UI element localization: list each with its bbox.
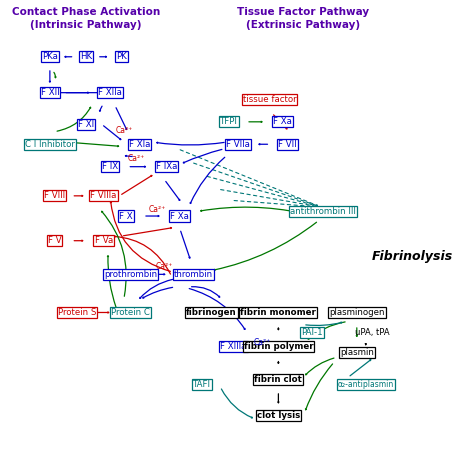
- Text: fibrin monomer: fibrin monomer: [240, 308, 316, 317]
- Text: Fibrinolysis: Fibrinolysis: [372, 250, 454, 263]
- Text: plasminogen: plasminogen: [329, 308, 384, 317]
- Text: TAFI: TAFI: [193, 380, 211, 389]
- Text: F IXa: F IXa: [155, 162, 177, 171]
- Text: Protein C: Protein C: [111, 308, 150, 317]
- Text: PAI-1: PAI-1: [301, 328, 323, 337]
- Text: HK: HK: [80, 52, 92, 61]
- Text: F X: F X: [119, 212, 133, 220]
- Text: PKa: PKa: [42, 52, 58, 61]
- Text: Ca²⁺: Ca²⁺: [149, 205, 166, 214]
- Text: F V: F V: [47, 236, 61, 245]
- Text: uPA, tPA: uPA, tPA: [355, 328, 390, 337]
- Text: Ca²⁺: Ca²⁺: [128, 154, 145, 163]
- Text: tissue factor: tissue factor: [243, 95, 296, 104]
- Text: Tissue Factor Pathway
(Extrinsic Pathway): Tissue Factor Pathway (Extrinsic Pathway…: [237, 7, 369, 30]
- Text: F VIIa: F VIIa: [226, 140, 250, 149]
- Text: F XIIa: F XIIa: [99, 88, 122, 97]
- Text: thrombin: thrombin: [173, 270, 213, 279]
- Text: PK: PK: [116, 52, 127, 61]
- Text: Ca²⁺: Ca²⁺: [155, 262, 173, 271]
- Text: F XIa: F XIa: [129, 140, 150, 149]
- Text: F VIIIa: F VIIIa: [91, 191, 117, 200]
- Text: fibrin polymer: fibrin polymer: [244, 342, 313, 351]
- Text: F XI: F XI: [78, 120, 94, 129]
- Text: F Xa: F Xa: [273, 117, 292, 126]
- Text: clot lysis: clot lysis: [257, 411, 300, 420]
- Text: C I Inhibitor: C I Inhibitor: [25, 140, 75, 149]
- Text: Protein S: Protein S: [57, 308, 96, 317]
- Text: TFPI: TFPI: [220, 117, 238, 126]
- Text: F Xa: F Xa: [170, 212, 189, 220]
- Text: fibrin clot: fibrin clot: [255, 375, 302, 384]
- Text: F IX: F IX: [102, 162, 118, 171]
- Text: F XII: F XII: [41, 88, 59, 97]
- Text: F VII: F VII: [278, 140, 297, 149]
- Text: prothrombin: prothrombin: [104, 270, 157, 279]
- Text: F Va: F Va: [94, 236, 113, 245]
- Text: Ca²⁺: Ca²⁺: [115, 126, 132, 135]
- Text: F XIIIa: F XIIIa: [220, 342, 247, 351]
- Text: antithrombin III: antithrombin III: [290, 207, 356, 216]
- Text: Ca²⁺: Ca²⁺: [254, 338, 271, 347]
- Text: F VIII: F VIII: [44, 191, 65, 200]
- Text: Contact Phase Activation
(Intrinsic Pathway): Contact Phase Activation (Intrinsic Path…: [11, 7, 160, 30]
- Text: plasmin: plasmin: [340, 348, 374, 357]
- Text: α₂-antiplasmin: α₂-antiplasmin: [337, 380, 394, 389]
- Text: fibrinogen: fibrinogen: [186, 308, 237, 317]
